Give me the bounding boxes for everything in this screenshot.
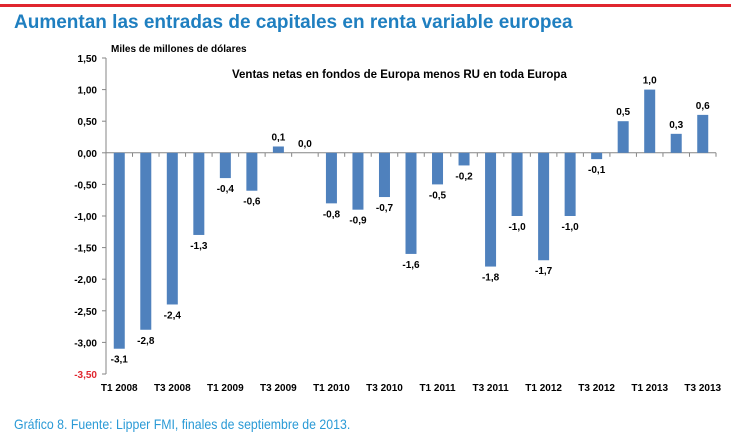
top-rule [0, 4, 731, 7]
data-label: -0,2 [455, 171, 473, 182]
data-label: -1,6 [402, 260, 420, 271]
data-label: 0,1 [271, 132, 285, 143]
x-tick-label: T3 2009 [260, 383, 297, 394]
y-axis-label: Miles de millones de dólares [111, 44, 247, 55]
data-label: -0,9 [349, 216, 367, 227]
bar [166, 152, 178, 305]
bar [697, 114, 709, 153]
bar [591, 152, 603, 160]
y-tick-label: 0,00 [78, 149, 98, 160]
x-tick-label: T1 2012 [525, 383, 562, 394]
x-tick-label: T3 2008 [154, 383, 191, 394]
x-tick-label: T3 2010 [366, 383, 403, 394]
bar [644, 89, 656, 153]
bar [670, 133, 682, 153]
bar [246, 152, 258, 191]
x-tick-label: T1 2011 [419, 383, 456, 394]
data-label: -1,3 [190, 241, 208, 252]
data-label: 0,6 [696, 101, 710, 112]
bar [352, 152, 364, 210]
x-tick-label: T1 2008 [101, 383, 138, 394]
data-label: -0,8 [323, 209, 341, 220]
bar [113, 152, 125, 349]
x-tick-label: T1 2010 [313, 383, 350, 394]
page-title: Aumentan las entradas de capitales en re… [14, 12, 573, 33]
y-tick-label: -3,00 [74, 338, 97, 349]
data-label: -2,4 [164, 310, 182, 321]
x-tick-label: T1 2009 [207, 383, 244, 394]
bar [272, 146, 284, 153]
data-label: 0,3 [669, 120, 683, 131]
x-tick-label: T1 2013 [631, 383, 668, 394]
bar [564, 152, 576, 216]
data-label: -0,5 [429, 190, 447, 201]
y-tick-label: -2,50 [74, 307, 97, 318]
y-tick-label: -3,50 [74, 370, 97, 381]
x-tick-label: T3 2011 [472, 383, 509, 394]
bar [378, 152, 390, 198]
bar [140, 152, 152, 330]
data-label: -1,7 [535, 266, 553, 277]
data-label: -0,4 [217, 184, 235, 195]
y-tick-label: 1,00 [78, 86, 98, 97]
bar [432, 152, 444, 185]
x-tick-label: T3 2012 [578, 383, 615, 394]
y-tick-label: -1,50 [74, 244, 97, 255]
bar [458, 152, 470, 166]
y-tick-label: -0,50 [74, 180, 97, 191]
y-tick-label: 1,50 [78, 54, 98, 65]
data-label: -2,8 [137, 336, 155, 347]
bar [485, 152, 497, 267]
data-label: 1,0 [643, 76, 657, 87]
data-label: 0,5 [616, 107, 630, 118]
data-label: -0,7 [376, 203, 394, 214]
chart-title: Ventas netas en fondos de Europa menos R… [232, 69, 567, 81]
x-tick-label: T3 2013 [684, 383, 721, 394]
bar [617, 121, 629, 153]
data-label: -1,0 [562, 222, 580, 233]
data-label: -0,1 [588, 165, 606, 176]
bar [511, 152, 523, 216]
bar [219, 152, 231, 179]
bar [193, 152, 205, 235]
data-label: -1,8 [482, 273, 500, 284]
y-tick-label: -2,00 [74, 275, 97, 286]
bar [538, 152, 550, 261]
y-tick-label: 0,50 [78, 117, 98, 128]
data-label: -1,0 [508, 222, 526, 233]
bar [325, 152, 337, 204]
bar [405, 152, 417, 254]
data-label: -3,1 [111, 355, 129, 366]
data-label: -0,6 [243, 197, 261, 208]
figure-caption: Gráfico 8. Fuente: Lipper FMI, finales d… [14, 416, 351, 432]
y-tick-label: -1,00 [74, 212, 97, 223]
data-label: 0,0 [298, 139, 312, 150]
